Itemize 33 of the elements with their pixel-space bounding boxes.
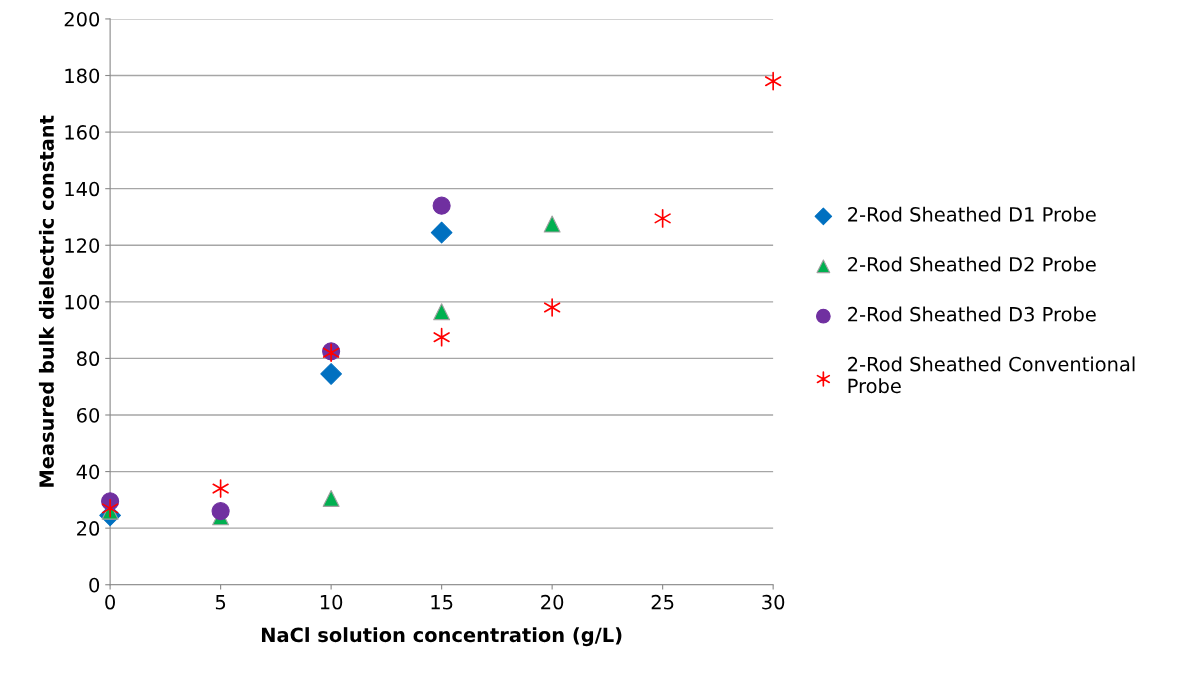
point <box>320 363 342 385</box>
legend-label: 2-Rod Sheathed D1 Probe <box>848 206 1096 222</box>
x-tick-label: 0 <box>105 594 116 610</box>
point <box>211 502 230 521</box>
y-tick-label: 140 <box>65 181 100 197</box>
y-tick-label: 180 <box>65 68 100 84</box>
x-tick-label: 15 <box>431 595 453 610</box>
y-axis-title: Measured bulk dielectric constant <box>38 115 54 487</box>
point <box>764 71 782 91</box>
y-tick-label: 160 <box>65 125 100 140</box>
y-tick-label: 200 <box>64 11 100 27</box>
point <box>543 215 561 233</box>
x-tick-label: 20 <box>541 594 564 610</box>
y-tick-label: 120 <box>65 238 100 253</box>
y-tick-label: 0 <box>89 577 100 593</box>
y-tick-label: 80 <box>76 351 100 367</box>
y-tick-label: 60 <box>77 407 100 423</box>
x-axis-title: NaCl solution concentration (g/L) <box>261 627 622 647</box>
y-tick-label: 100 <box>65 294 100 310</box>
point <box>432 196 451 215</box>
point <box>433 303 451 321</box>
legend-label: 2-Rod Sheathed D3 Probe <box>848 306 1096 322</box>
legend-label: 2-Rod Sheathed Conventional Probe <box>848 356 1135 394</box>
point <box>543 298 561 317</box>
point <box>430 221 453 244</box>
x-tick-label: 25 <box>651 594 674 610</box>
y-tick-label: 40 <box>76 464 100 480</box>
legend-label: 2-Rod Sheathed D2 Probe <box>848 256 1096 272</box>
x-tick-label: 10 <box>320 594 343 610</box>
point <box>322 489 340 507</box>
y-tick-label: 20 <box>77 521 100 536</box>
x-tick-label: 30 <box>762 594 785 610</box>
x-tick-label: 5 <box>215 595 226 610</box>
